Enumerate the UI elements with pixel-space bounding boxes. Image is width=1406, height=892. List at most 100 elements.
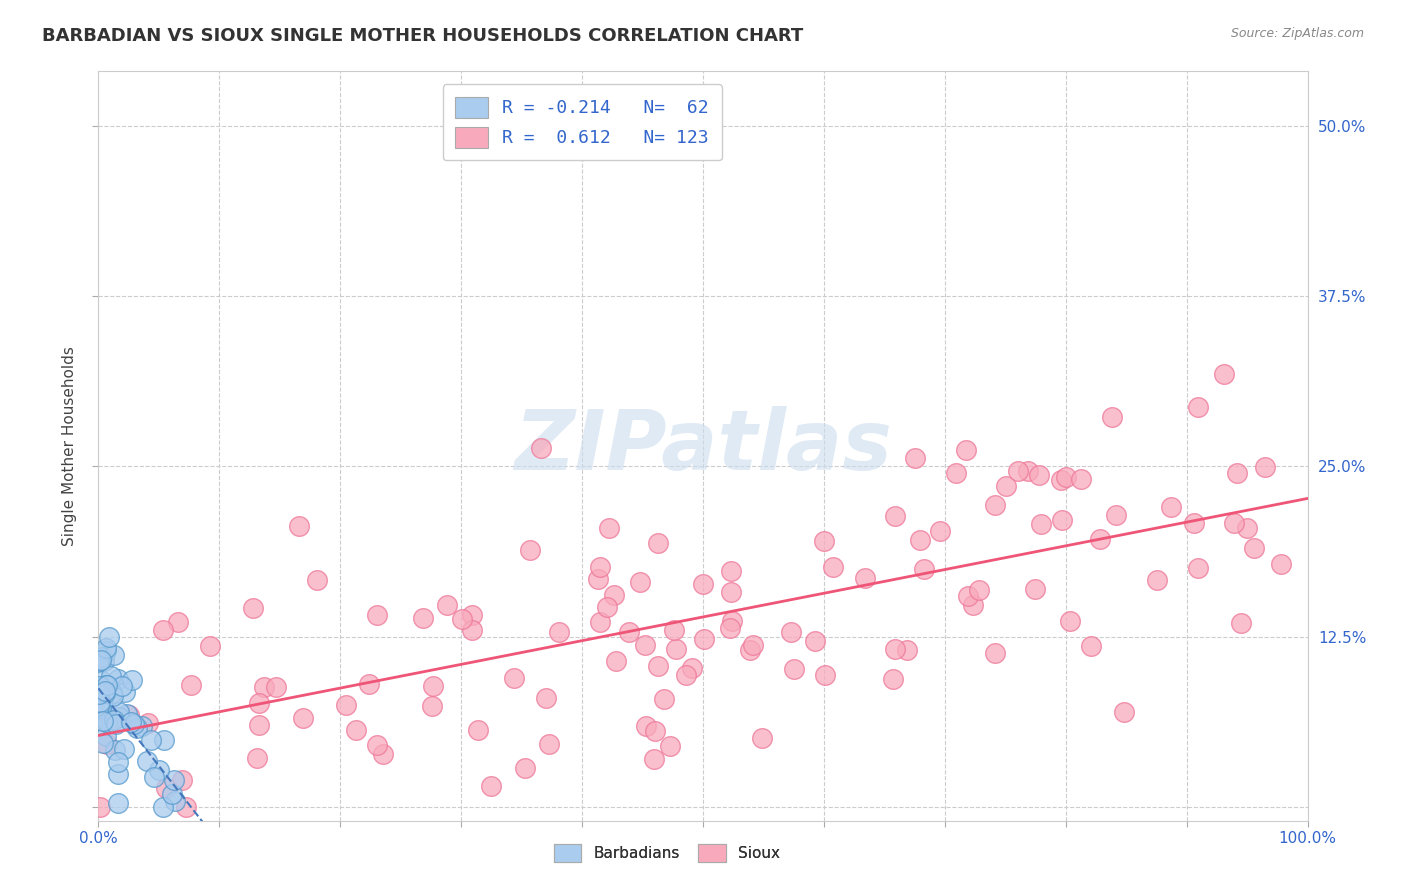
Point [598,521,620,535]
Point [945,467,967,481]
Point [114,684,136,698]
Point [91,702,114,716]
Point [87,709,110,723]
Point [97,715,120,730]
Point [1187,561,1209,575]
Point [644,723,666,738]
Point [586,572,609,586]
Point [371,747,394,761]
Point [1050,473,1073,487]
Point [479,780,502,794]
Point [1024,582,1046,597]
Point [692,576,714,591]
Point [103,689,125,703]
Point [589,559,612,574]
Point [89,705,111,719]
Point [1223,516,1246,530]
Point [172,773,194,788]
Point [152,800,174,814]
Point [111,679,134,693]
Point [91,698,114,713]
Point [782,662,804,676]
Point [530,442,553,456]
Point [100,686,122,700]
Point [1213,367,1236,381]
Point [94,644,117,658]
Point [536,690,558,705]
Point [422,679,444,693]
Point [120,715,142,730]
Point [96,640,118,655]
Point [152,623,174,637]
Point [1080,639,1102,653]
Point [537,737,560,751]
Point [253,680,276,694]
Point [155,780,177,795]
Point [100,714,122,729]
Point [89,800,111,814]
Point [1254,460,1277,475]
Point [1028,467,1050,482]
Point [1105,508,1128,522]
Point [903,450,925,465]
Point [1243,541,1265,555]
Point [89,679,111,693]
Point [884,508,907,523]
Point [589,615,612,630]
Point [107,705,129,719]
Point [693,632,716,647]
Point [366,738,388,752]
Point [675,667,697,681]
Point [246,750,269,764]
Point [467,723,489,737]
Point [1101,410,1123,425]
Point [96,714,118,729]
Point [91,674,114,689]
Point [90,653,112,667]
Point [91,688,114,702]
Point [89,687,111,701]
Point [658,739,681,754]
Point [366,607,388,622]
Point [247,697,270,711]
Text: BARBADIAN VS SIOUX SINGLE MOTHER HOUSEHOLDS CORRELATION CHART: BARBADIAN VS SIOUX SINGLE MOTHER HOUSEHO… [42,27,803,45]
Point [823,560,845,574]
Point [97,709,120,723]
Point [1088,532,1111,546]
Point [90,650,112,665]
Point [163,772,186,787]
Text: Source: ZipAtlas.com: Source: ZipAtlas.com [1230,27,1364,40]
Point [967,582,990,597]
Point [994,478,1017,492]
Point [103,648,125,662]
Point [813,668,835,682]
Y-axis label: Single Mother Households: Single Mother Households [62,346,77,546]
Point [1114,705,1136,719]
Point [1017,464,1039,478]
Point [718,621,741,635]
Point [461,607,484,622]
Point [127,722,149,736]
Point [1184,516,1206,530]
Point [305,573,328,587]
Point [882,672,904,686]
Point [359,677,381,691]
Point [1070,472,1092,486]
Point [107,755,129,769]
Point [634,638,657,652]
Point [605,654,627,668]
Point [813,533,835,548]
Point [643,752,665,766]
Point [292,711,315,725]
Point [855,571,877,585]
Point [929,524,952,538]
Point [962,598,984,612]
Point [502,671,524,685]
Point [634,718,657,732]
Point [100,669,122,683]
Text: ZIPatlas: ZIPatlas [515,406,891,486]
Point [884,642,907,657]
Point [242,601,264,615]
Point [153,732,176,747]
Point [436,599,458,613]
